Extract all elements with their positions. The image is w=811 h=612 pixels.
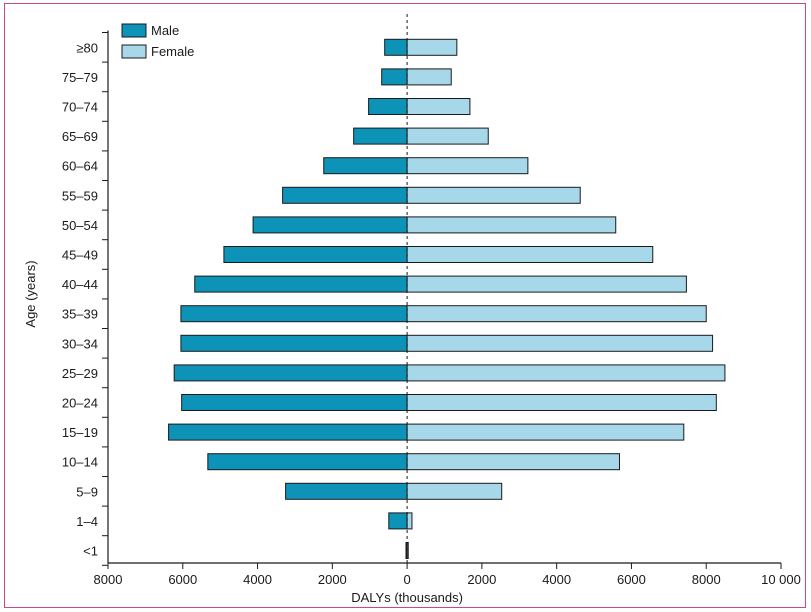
y-tick-label-40-44: 40–44 [62, 277, 98, 292]
legend-label-female: Female [151, 44, 194, 59]
bar-male-1-4 [388, 512, 408, 530]
y-tick-label-45-49: 45–49 [62, 248, 98, 263]
x-tick-label: 8000 [94, 572, 123, 587]
y-tick-label-25-29: 25–29 [62, 366, 98, 381]
bar-female-55-59 [406, 186, 581, 204]
bar-female-10-14 [406, 453, 620, 471]
y-axis-title: Age (years) [23, 260, 38, 327]
bar-female-15-19 [406, 423, 685, 441]
bar-male-30-34 [180, 334, 408, 352]
bar-female-60-64 [406, 157, 529, 175]
bar-male-ge80 [384, 38, 408, 56]
bar-female-ge80 [406, 38, 458, 56]
y-tick-label-10-14: 10–14 [62, 455, 98, 470]
bar-male-25-29 [173, 364, 408, 382]
bar-male-20-24 [181, 394, 408, 411]
female-bars [406, 38, 726, 559]
x-tick-label: 4000 [243, 572, 272, 587]
x-tick-label: 2000 [467, 572, 496, 587]
bar-female-5-9 [406, 482, 503, 500]
legend-swatch-male [121, 23, 147, 38]
bar-male-10-14 [207, 453, 408, 471]
y-tick-label-20-24: 20–24 [62, 396, 98, 411]
y-tick-label-30-34: 30–34 [62, 336, 98, 351]
male-bars [168, 38, 408, 559]
bar-male-15-19 [168, 423, 408, 441]
chart-frame: 8000 6000 4000 2000 0 2000 4000 6000 8000 10 000 … [4, 3, 806, 608]
x-tick-label: 8000 [692, 572, 721, 587]
y-tick-label-15-19: 15–19 [62, 425, 98, 440]
x-tick-label: 2000 [318, 572, 347, 587]
bar-female-20-24 [406, 394, 717, 411]
x-axis-ticks: 8000 6000 4000 2000 0 2000 4000 6000 8000 10 000 [94, 563, 801, 587]
bar-female-35-39 [406, 305, 707, 323]
bar-female-45-49 [406, 246, 654, 263]
bar-male-40-44 [194, 275, 408, 293]
bar-male-65-69 [353, 127, 408, 145]
bar-male-70-74 [368, 98, 408, 115]
y-tick-label-60-64: 60–64 [62, 159, 98, 174]
x-tick-label: 0 [403, 572, 410, 587]
population-pyramid-chart: 8000 6000 4000 2000 0 2000 4000 6000 8000 10 000 … [23, 14, 801, 605]
bar-female-30-34 [406, 334, 714, 352]
x-tick-label: 6000 [168, 572, 197, 587]
x-tick-label: 4000 [542, 572, 571, 587]
x-tick-label: 10 000 [761, 572, 801, 587]
bar-female-75-79 [406, 68, 452, 86]
y-tick-label-1-4: 1–4 [76, 514, 98, 529]
bar-female-65-69 [406, 127, 489, 145]
y-tick-label-70-74: 70–74 [62, 100, 98, 115]
y-tick-label-50-54: 50–54 [62, 218, 98, 233]
bar-male-45-49 [223, 246, 408, 263]
bar-male-75-79 [381, 68, 408, 86]
y-tick-label-65-69: 65–69 [62, 129, 98, 144]
bar-female-70-74 [406, 98, 471, 115]
legend: Male Female [121, 23, 194, 59]
bar-female-25-29 [406, 364, 726, 382]
bar-female-1-4 [406, 512, 413, 530]
bar-male-55-59 [282, 186, 408, 204]
legend-swatch-female [121, 44, 147, 59]
bar-male-50-54 [252, 216, 408, 234]
y-tick-label-lt1: <1 [83, 544, 98, 559]
bar-male-35-39 [180, 305, 408, 323]
bar-female-50-54 [406, 216, 617, 234]
legend-label-male: Male [151, 23, 179, 38]
x-axis-title: DALYs (thousands) [351, 590, 463, 605]
y-tick-label-5-9: 5–9 [76, 484, 98, 499]
x-tick-label: 6000 [617, 572, 646, 587]
bar-female-40-44 [406, 275, 687, 293]
bar-male-5-9 [285, 482, 408, 500]
y-tick-label-35-39: 35–39 [62, 307, 98, 322]
bar-male-60-64 [323, 157, 408, 175]
y-tick-label-75-79: 75–79 [62, 70, 98, 85]
y-tick-label-ge80: ≥80 [76, 40, 98, 55]
y-axis-ticks: ≥80 75–79 70–74 65–69 60–64 55–59 50–54 45–49 40… [62, 32, 108, 566]
y-tick-label-55-59: 55–59 [62, 188, 98, 203]
